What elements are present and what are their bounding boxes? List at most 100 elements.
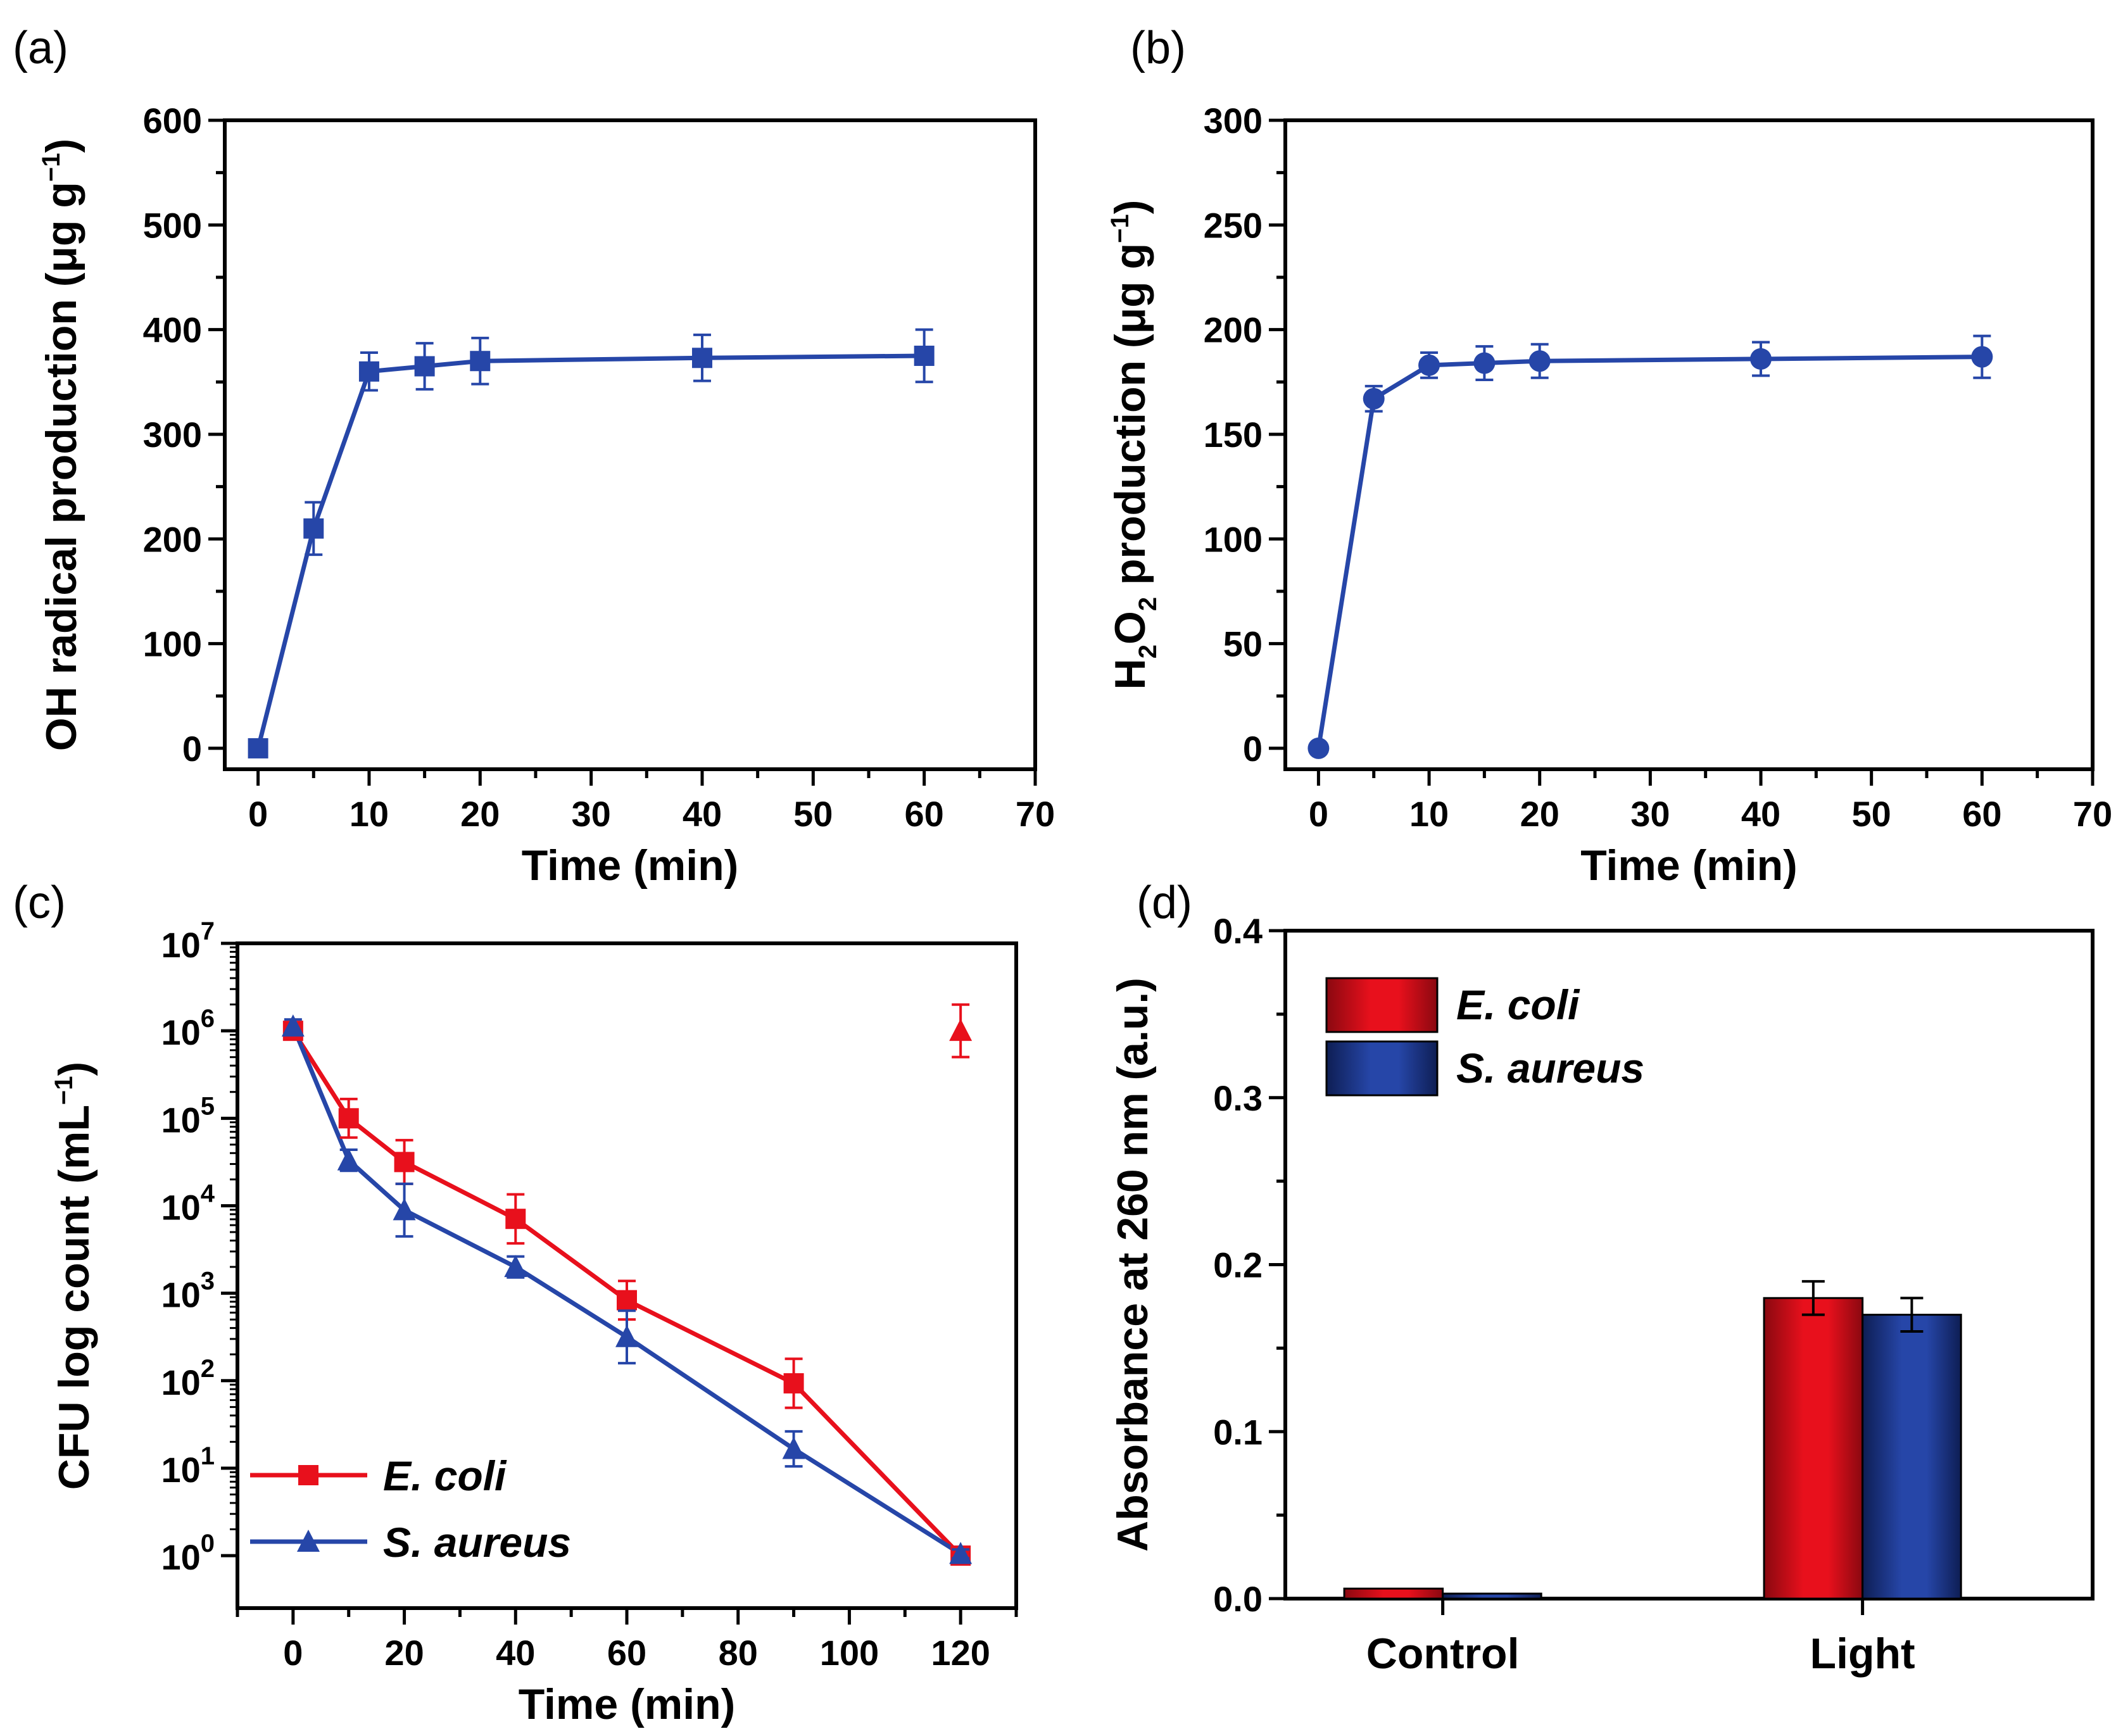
y-tick-label: 0: [1243, 729, 1263, 769]
data-point-triangle: [337, 1148, 360, 1171]
data-point-circle: [1971, 346, 1993, 368]
x-tick-label: 120: [931, 1633, 990, 1673]
data-point-circle: [1473, 352, 1496, 374]
y-tick-label: 600: [143, 101, 202, 141]
panel-b: (b) 0 10 20 30 40 50 60 70 0 50 100 150 200 250 300 Time…: [1106, 23, 2112, 890]
y-tick-exponent: 6: [201, 1005, 215, 1033]
x-tick-label: 40: [683, 794, 722, 834]
y-tick-label: 0.1: [1213, 1412, 1263, 1452]
legend-swatch: [1325, 977, 1439, 1033]
y-tick-label: 100: [1204, 519, 1263, 559]
y-tick-exponent: 7: [201, 917, 215, 945]
y-axis-title: H2O2 production (μg g−1): [1106, 200, 1162, 690]
y-tick-label: 103: [161, 1267, 215, 1315]
y-axis-title-part: 2: [1134, 597, 1162, 611]
data-point-triangle: [949, 1019, 973, 1041]
y-tick-label: 50: [1223, 624, 1263, 664]
x-tick-label: 10: [1409, 794, 1449, 834]
x-tick-label: 40: [1741, 794, 1780, 834]
data-point-triangle: [949, 1542, 973, 1564]
y-axis-title-part: ): [37, 139, 85, 153]
x-tick-label: 20: [384, 1633, 424, 1673]
y-tick-label: 100: [143, 624, 202, 664]
bar: [1763, 1297, 1864, 1600]
y-tick-label: 500: [143, 205, 202, 245]
data-point-square: [338, 1108, 359, 1129]
y-tick-label: 200: [143, 519, 202, 559]
data-point-triangle: [615, 1324, 638, 1347]
y-tick-exponent: 4: [201, 1179, 215, 1207]
y-tick-exponent: 2: [201, 1355, 215, 1383]
y-axis-title-part: ): [50, 1062, 98, 1076]
y-tick-base: 10: [161, 1275, 200, 1315]
y-tick-base: 10: [161, 925, 200, 965]
y-tick-exponent: 3: [201, 1267, 215, 1295]
y-axis-title-part: H: [1106, 658, 1154, 689]
legend-label: E. coli: [1456, 981, 1580, 1028]
data-point-square: [358, 361, 379, 382]
y-axis-title-part: −1: [37, 153, 65, 182]
y-tick-label: 0.4: [1213, 911, 1263, 951]
plot-frame: [223, 118, 1037, 771]
y-tick-label: 250: [1204, 205, 1263, 245]
y-tick-label: 0: [182, 729, 202, 769]
y-tick-label: 0.3: [1213, 1078, 1263, 1118]
x-tick-label: 20: [1520, 794, 1559, 834]
x-tick-label: 50: [1852, 794, 1891, 834]
y-tick-label: 100: [161, 1530, 215, 1577]
x-category-label: Control: [1366, 1630, 1520, 1678]
legend: E. coli S. aureus: [250, 1452, 571, 1566]
x-axis-title: Time (min): [519, 1680, 736, 1728]
y-tick-label: 107: [161, 917, 215, 965]
x-tick-label: 0: [283, 1633, 303, 1673]
data-point-circle: [1363, 387, 1385, 410]
data-point-square: [248, 738, 268, 758]
y-axis-title-part: −1: [50, 1076, 78, 1105]
legend-label: E. coli: [383, 1452, 507, 1499]
bar: [1343, 1587, 1444, 1600]
x-tick-label: 30: [1630, 794, 1670, 834]
data-point-square: [617, 1290, 637, 1311]
panel-d: (d) 0.0 0.1 0.2 0.3 0.4 Absorbance at 260 nm (…: [1109, 877, 2095, 1678]
y-tick-label: 105: [161, 1092, 215, 1140]
panel-c: (c)0 20 40 60 80 100 1201001011021031041051061…: [13, 877, 1018, 1728]
y-tick-base: 10: [161, 1012, 200, 1052]
y-tick-label: 0.0: [1213, 1579, 1263, 1619]
data-point-square: [303, 518, 324, 539]
data-point-triangle: [782, 1437, 805, 1459]
y-tick-label: 0.2: [1213, 1245, 1263, 1285]
data-point-square: [914, 345, 935, 366]
plot-frame: [1283, 118, 2095, 771]
data-point-triangle: [281, 1014, 305, 1037]
y-axis-title: OH radical production (μg g−1): [37, 139, 85, 751]
y-tick-label: 104: [161, 1179, 215, 1227]
x-tick-label: 20: [460, 794, 500, 834]
y-axis-title-part: 2: [1134, 645, 1162, 658]
data-point-triangle: [504, 1255, 527, 1278]
x-axis-title: Time (min): [1580, 841, 1798, 890]
y-tick-label: 300: [143, 415, 202, 455]
y-tick-exponent: 1: [201, 1442, 215, 1470]
x-tick-label: 40: [496, 1633, 535, 1673]
data-point-square: [470, 351, 491, 372]
y-tick-label: 102: [161, 1355, 215, 1402]
x-tick-label: 30: [571, 794, 610, 834]
x-tick-label: 60: [1962, 794, 2001, 834]
x-tick-label: 0: [1309, 794, 1328, 834]
y-axis-title-part: O: [1106, 611, 1154, 645]
x-tick-label: 0: [248, 794, 268, 834]
y-tick-base: 10: [161, 1187, 200, 1227]
x-axis-title: Time (min): [522, 841, 739, 890]
y-tick-label: 300: [1204, 101, 1263, 141]
y-axis-title: CFU log count (mL−1): [50, 1062, 98, 1490]
x-tick-label: 100: [820, 1633, 879, 1673]
y-tick-base: 10: [161, 1537, 200, 1577]
data-point-square: [783, 1373, 804, 1393]
y-tick-label: 200: [1204, 310, 1263, 350]
y-tick-exponent: 5: [201, 1092, 215, 1120]
data-point-triangle: [297, 1530, 320, 1552]
panel-a: (a) 0 10 20 30 40 50 60 70 0 100 200 300 400 500 600 Tim…: [13, 23, 1055, 890]
plot-frame: [236, 941, 1018, 1610]
data-point-circle: [1307, 737, 1330, 759]
